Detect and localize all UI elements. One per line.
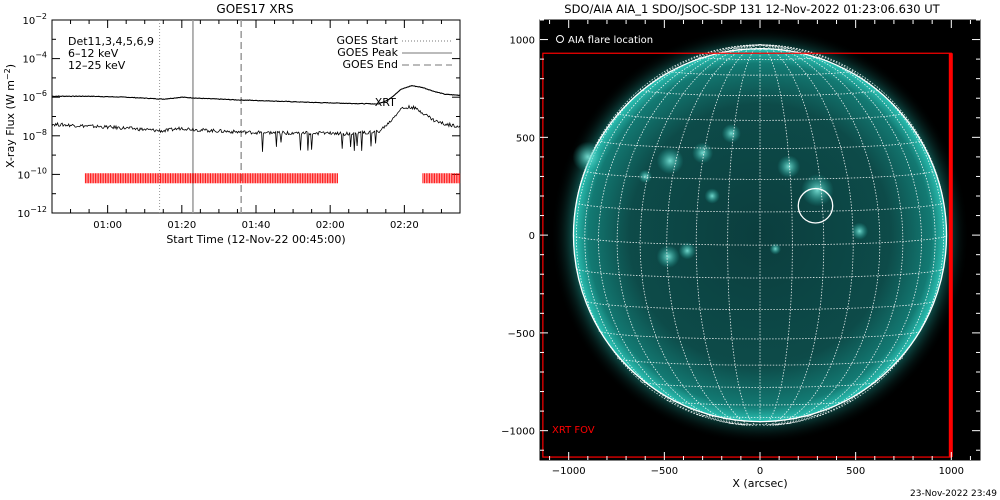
- aia-y-tick-label: 1000: [510, 36, 535, 47]
- latitude-gridline: [573, 234, 947, 246]
- longitude-gridline: [759, 44, 793, 426]
- longitude-gridline: [573, 44, 761, 236]
- aia-axis-ticks: −1000 −500 0 500 1000 −1000 −500 0 500 1000: [501, 19, 980, 477]
- aia-y-tick-label: 500: [516, 133, 535, 144]
- longitude-gridline: [759, 44, 854, 426]
- goes-event-lines: [159, 20, 242, 213]
- aia-y-tick-label: −500: [508, 329, 535, 340]
- latitude-gridline: [696, 414, 824, 418]
- heliographic-grid: [572, 44, 948, 426]
- goes-x-tick-label: 02:20: [390, 220, 419, 231]
- latitude-gridline: [640, 381, 880, 388]
- longitude-gridline: [759, 44, 947, 236]
- solar-disk: [573, 48, 947, 422]
- goes-x-axis-label: Start Time (12-Nov-22 00:45:00): [166, 233, 345, 246]
- latitude-gridline: [598, 330, 922, 340]
- latitude-gridline: [616, 112, 904, 121]
- longitude-gridline: [759, 44, 904, 426]
- active-region-blob: [721, 123, 741, 143]
- goes-peak-legend: GOES Peak: [337, 46, 398, 59]
- low-energy-legend: 6–12 keV: [68, 47, 119, 60]
- goes-x-tick-label: 01:20: [167, 220, 196, 231]
- xrt-fov-edge: [948, 53, 953, 458]
- longitude-gridline: [727, 44, 761, 426]
- high-energy-series-line: [51, 104, 461, 152]
- flare-location-circle: [797, 187, 834, 224]
- active-region-blob: [850, 222, 869, 240]
- solar-active-regions: [638, 123, 869, 269]
- goes-flux-series: [51, 85, 461, 152]
- solar-limb: [572, 47, 948, 423]
- goes-y-tick-label: 10−10: [17, 166, 47, 181]
- goes-x-tick-label: 01:40: [242, 220, 271, 231]
- goes-lightcurve-chart: GOES17 XRS 10−12 10−10 10−8 10−6 10−4 10−2 01:…: [3, 2, 461, 246]
- goes-start-legend: GOES Start: [337, 34, 399, 47]
- aia-x-tick-label: 0: [757, 466, 763, 477]
- longitude-gridline: [616, 44, 761, 426]
- goes-y-axis-label: X-ray Flux (W m−2): [3, 64, 18, 168]
- goes-axis-ticks: 10−12 10−10 10−8 10−6 10−4 10−2 01:00 01:20 01:4…: [17, 12, 460, 231]
- aia-solar-image-chart: SDO/AIA AIA_1 SDO/JSOC-SDP 131 12-Nov-20…: [501, 2, 981, 490]
- longitude-gridline: [598, 44, 761, 426]
- goes-y-tick-label: 10−4: [22, 51, 47, 66]
- low-energy-series-line: [52, 85, 461, 105]
- active-region-blob: [656, 147, 684, 175]
- goes-end-legend: GOES End: [342, 58, 398, 71]
- latitude-gridline: [727, 47, 793, 50]
- detectors-legend: Det11,3,4,5,6,9: [68, 35, 154, 48]
- goes-y-tick-label: 10−2: [22, 12, 47, 27]
- marker-band: [85, 173, 338, 184]
- high-energy-legend: 12–25 keV: [68, 59, 126, 72]
- aia-x-tick-label: −500: [651, 466, 678, 477]
- latitude-gridline: [617, 357, 903, 366]
- goes-y-tick-label: 10−8: [22, 128, 47, 143]
- aia-x-axis-label: X (arcsec): [732, 477, 787, 490]
- goes-y-tick-label: 10−12: [17, 205, 47, 220]
- goes-chart-title: GOES17 XRS: [216, 2, 293, 16]
- longitude-gridline: [759, 44, 825, 426]
- active-region-blob: [656, 245, 680, 269]
- longitude-gridline: [759, 44, 945, 418]
- active-region-blob: [638, 169, 652, 184]
- longitude-gridline: [695, 44, 761, 426]
- aia-x-tick-label: 1000: [939, 466, 964, 477]
- aia-image-content: AIA flare location XRT FOV: [542, 26, 969, 458]
- aia-y-tick-label: −1000: [501, 427, 535, 438]
- footer-timestamp: 23-Nov-2022 23:49: [910, 489, 997, 499]
- goes-x-tick-label: 01:00: [93, 220, 122, 231]
- flare-legend-circle-icon: [556, 35, 564, 43]
- xrt-fov-label: XRT FOV: [552, 425, 595, 436]
- longitude-gridline: [759, 44, 922, 426]
- aia-x-tick-label: −1000: [552, 466, 586, 477]
- aia-image-title: SDO/AIA AIA_1 SDO/JSOC-SDP 131 12-Nov-20…: [564, 2, 940, 16]
- active-region-blob: [777, 155, 801, 179]
- flare-location-legend: AIA flare location: [568, 35, 653, 46]
- longitude-gridline: [575, 44, 761, 418]
- active-region-blob: [678, 242, 696, 260]
- latitude-gridline: [584, 300, 936, 311]
- active-region-blob: [801, 173, 834, 207]
- limb-loop-glow: [572, 141, 604, 173]
- goes-x-tick-label: 02:00: [316, 220, 345, 231]
- latitude-gridline: [667, 400, 853, 406]
- aia-x-tick-label: 500: [846, 466, 865, 477]
- longitude-gridline: [666, 44, 761, 426]
- xrt-label: XRT: [375, 96, 396, 109]
- active-region-blob: [704, 188, 720, 204]
- active-region-blob: [769, 243, 782, 255]
- aia-y-tick-label: 0: [529, 231, 535, 242]
- latitude-gridline: [584, 169, 936, 180]
- goes-y-tick-label: 10−6: [22, 89, 47, 104]
- goes-attenuator-markers: [84, 173, 461, 184]
